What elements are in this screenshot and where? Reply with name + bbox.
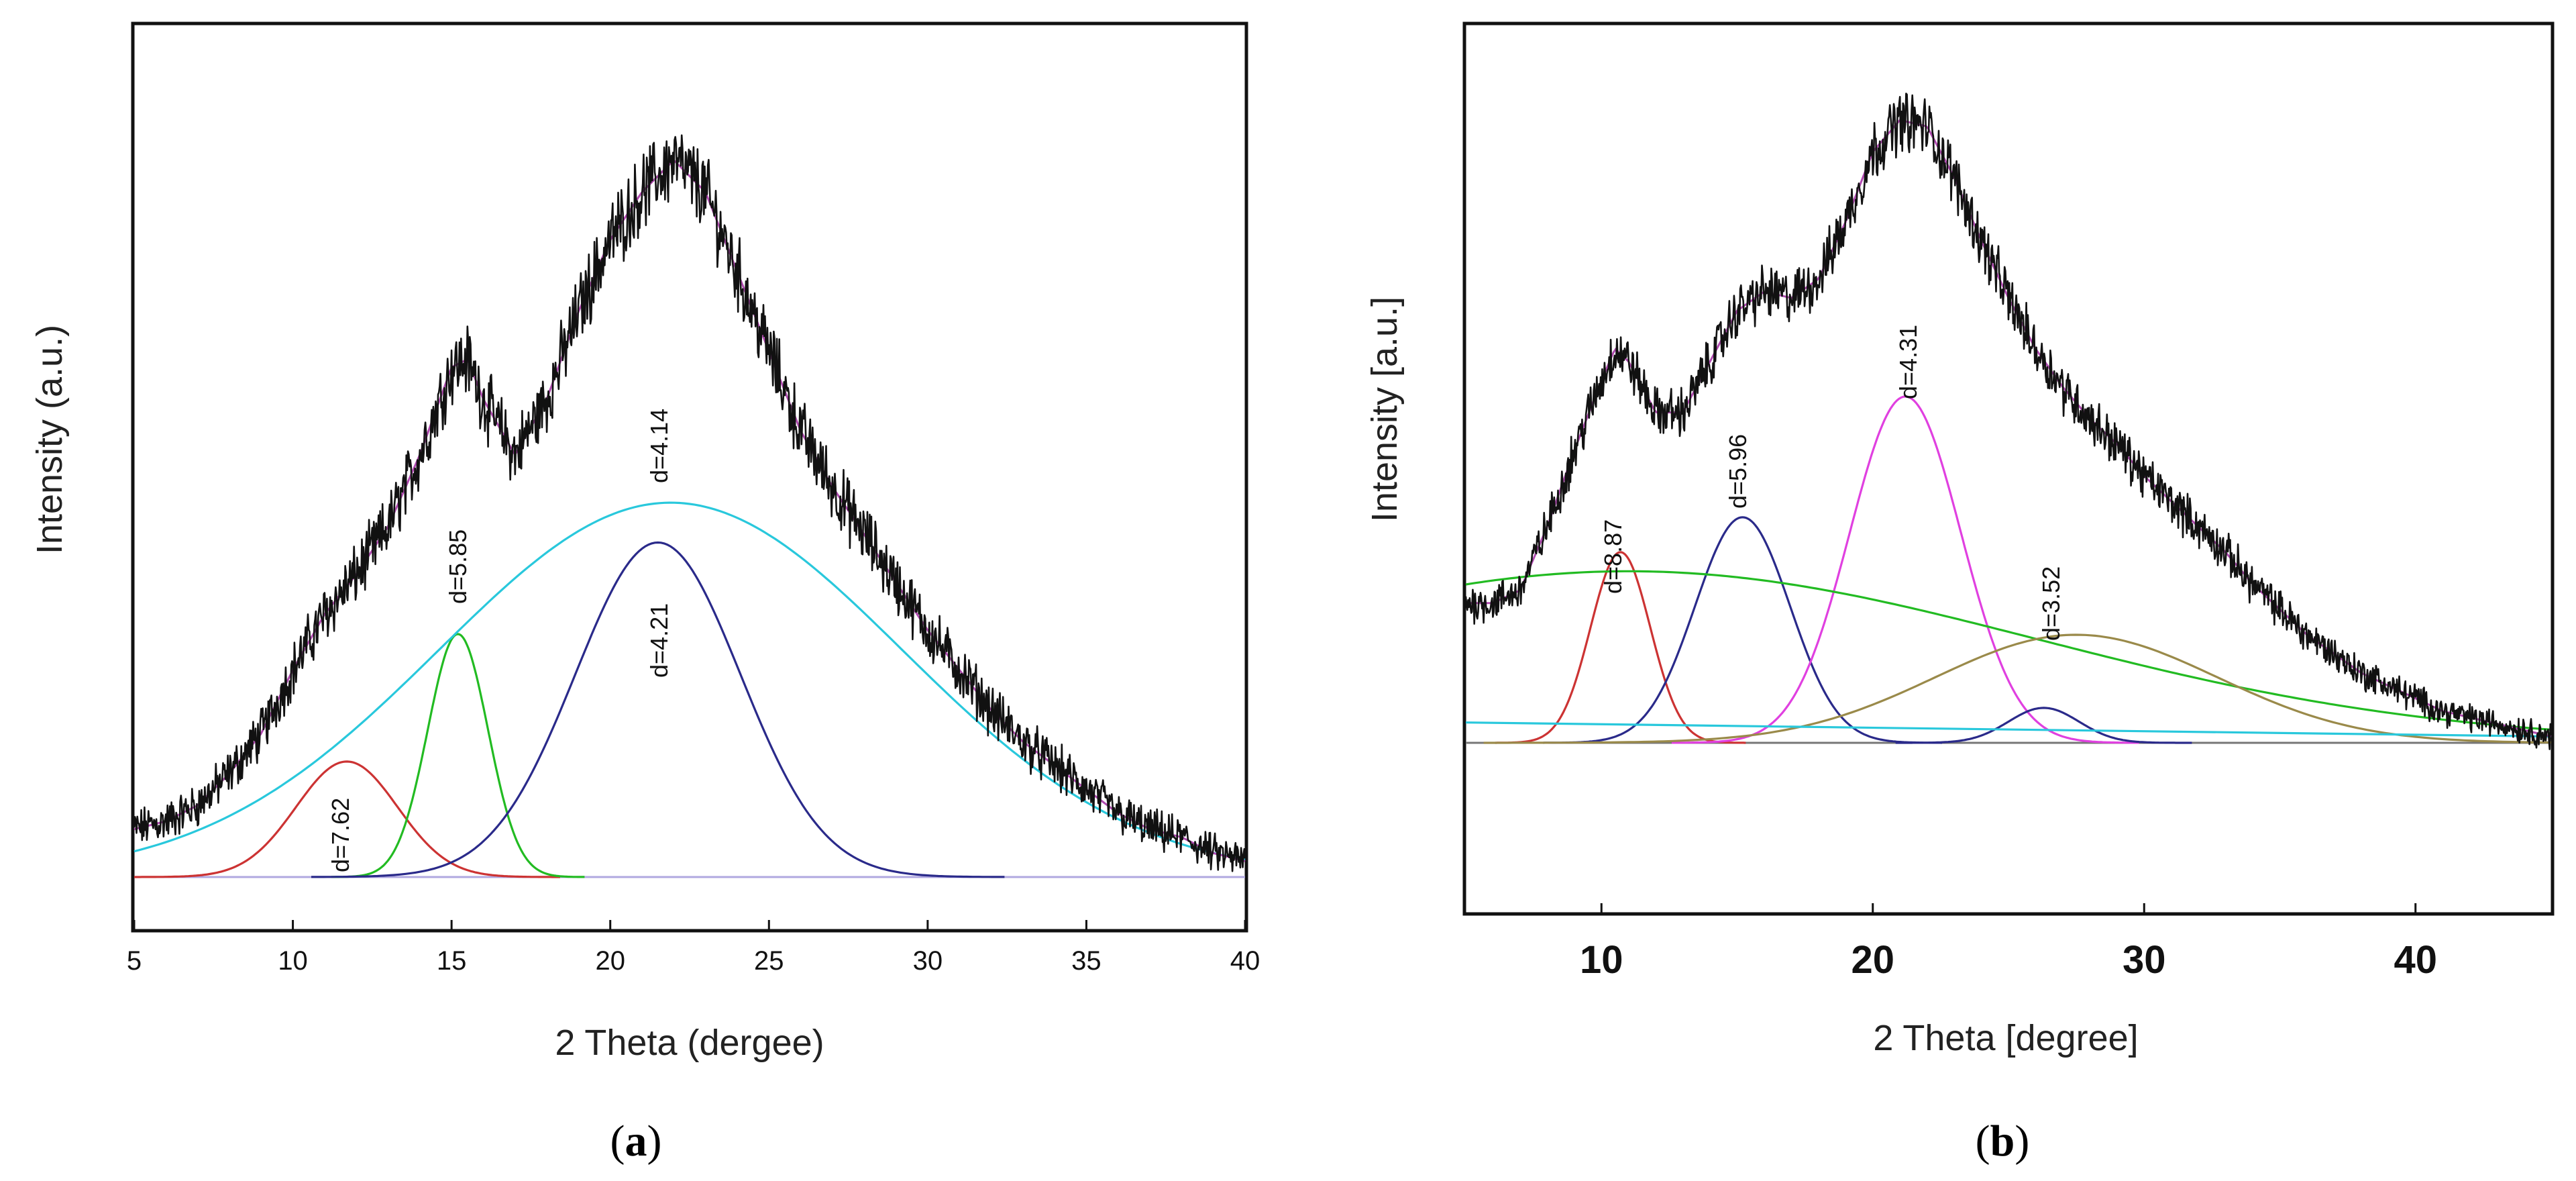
- chart-a-panel-letter: a: [625, 1117, 647, 1166]
- chart-b-panel-letter: b: [1990, 1117, 2015, 1166]
- chart-b-x-axis-title: 2 Theta [degree]: [1873, 1018, 2138, 1058]
- chart-b-ticks: [1600, 903, 2417, 913]
- chart-b-plot: [1464, 93, 2553, 750]
- chart-a-peak-label: d=4.14: [645, 409, 673, 483]
- chart-b-peak-label: d=5.96: [1724, 434, 1752, 509]
- chart-b-y-axis-title: Intensity [a.u.]: [1364, 297, 1405, 522]
- chart-a-fit-line: [133, 159, 1246, 862]
- chart-a-peak-labels: d=7.62 d=5.85 d=4.21 d=4.14: [327, 409, 673, 872]
- chart-a-tick-label: 25: [754, 946, 784, 976]
- chart-a-y-axis-title: Intensity (a.u.): [30, 325, 70, 554]
- chart-b: 10 20 30 40 d=8.87 d=5.96 d=4.31 d=3.52 …: [1364, 21, 2555, 1166]
- chart-a-panel-label: (a): [610, 1117, 662, 1166]
- chart-a-frame: [131, 21, 1248, 933]
- chart-a-tick-label: 30: [913, 946, 943, 976]
- chart-a-plot: [133, 134, 1246, 878]
- chart-b-tick-labels: 10 20 30 40: [1580, 938, 2437, 982]
- chart-a-peak-label: d=4.21: [645, 603, 673, 678]
- chart-b-tick-label: 40: [2394, 938, 2437, 982]
- chart-a-tick-label: 35: [1071, 946, 1102, 976]
- chart-b-series-brown: [1483, 633, 2551, 744]
- chart-a-peak-label: d=7.62: [327, 798, 354, 872]
- chart-a-x-axis-title: 2 Theta (dergee): [555, 1023, 824, 1063]
- chart-b-raw-trace: [1464, 93, 2553, 750]
- chart-a-tick-label: 20: [595, 946, 625, 976]
- chart-b-frame: [1462, 21, 2555, 916]
- chart-b-peak-label: d=8.87: [1599, 519, 1627, 594]
- chart-b-tick-label: 10: [1580, 938, 1623, 982]
- chart-a-series-d-4-21: [311, 541, 1005, 878]
- chart-b-peak-label: d=4.31: [1894, 325, 1922, 399]
- chart-b-peak-label: d=3.52: [2037, 566, 2065, 641]
- chart-a-tick-labels: 5 10 15 20 25 30 35 40: [127, 946, 1260, 976]
- chart-b-series-d-5-96: [1543, 516, 1942, 744]
- chart-b-tick-label: 20: [1851, 938, 1894, 982]
- chart-b-series-offset: [1465, 721, 2552, 738]
- chart-a-series-d-5-85: [331, 633, 585, 878]
- chart-b-panel-label: (b): [1976, 1117, 2030, 1166]
- chart-b-fit-line: [1466, 119, 2552, 737]
- chart-a: 5 10 15 20 25 30 35 40 d=7.62 d=5.85 d=4…: [30, 21, 1260, 1166]
- chart-a-peak-label: d=5.85: [444, 529, 472, 604]
- chart-a-series-d-7-62: [134, 760, 560, 878]
- chart-a-raw-trace: [133, 134, 1246, 872]
- chart-b-tick-label: 30: [2123, 938, 2166, 982]
- chart-b-peak-labels: d=8.87 d=5.96 d=4.31 d=3.52: [1599, 325, 2065, 641]
- chart-a-series-d-4-14: [133, 501, 1246, 861]
- chart-a-tick-label: 5: [127, 946, 142, 976]
- chart-b-series-d-3-52: [1895, 707, 2192, 744]
- chart-a-tick-label: 40: [1230, 946, 1260, 976]
- chart-a-tick-label: 15: [437, 946, 467, 976]
- chart-a-ticks: [133, 920, 1246, 929]
- chart-b-series-broad: [1465, 570, 2552, 731]
- chart-a-tick-label: 10: [278, 946, 308, 976]
